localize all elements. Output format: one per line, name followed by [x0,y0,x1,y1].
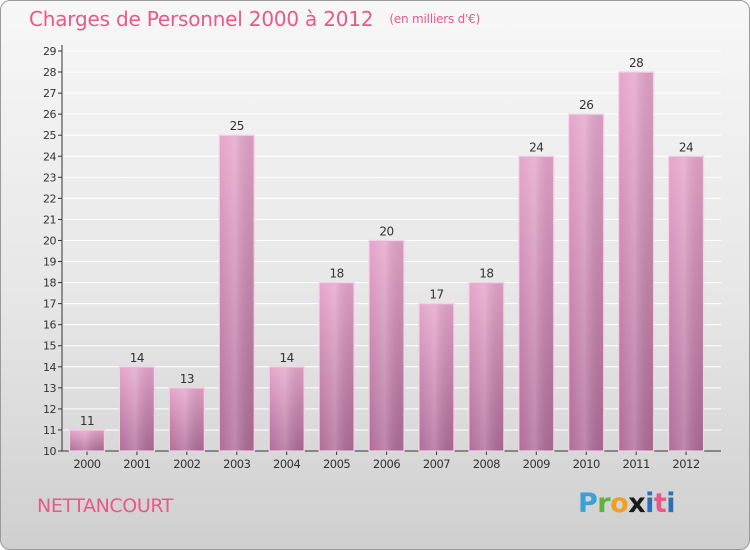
data-label: 18 [329,267,343,281]
x-tick-label: 2006 [373,457,400,471]
bar-2000 [68,429,106,452]
x-tick-label: 2011 [623,457,650,471]
chart-title: Charges de Personnel 2000 à 2012 (en mill… [29,7,480,31]
bar-sheen [419,304,453,451]
x-tick-label: 2009 [523,457,550,471]
bar-2012 [667,155,705,452]
y-tick-label: 19 [43,256,56,269]
bar-sheen [70,430,104,451]
y-tick-label: 24 [43,150,56,163]
y-tick-label: 12 [43,403,56,416]
bar-2006 [368,239,405,452]
bar-2001 [118,366,156,452]
x-tick-label: 2003 [223,457,250,471]
data-label: 14 [130,351,144,365]
y-tick-label: 28 [43,66,56,79]
bar-sheen [619,73,653,451]
proxiti-logo: Proxiti [578,488,676,519]
x-tick-label: 2000 [73,457,100,471]
bar-sheen [120,367,154,451]
y-tick-label: 22 [43,192,56,205]
data-label: 17 [429,288,443,302]
bar-sheen [669,157,703,451]
bar-sheen [220,136,254,452]
y-tick-label: 29 [43,45,56,58]
x-tick-label: 2001 [123,457,150,471]
y-tick-label: 15 [43,340,56,353]
bar-sheen [270,367,304,451]
bar-sheen [569,115,603,451]
data-label: 11 [80,414,94,428]
y-tick-label: 18 [43,277,56,290]
data-label: 25 [230,119,244,133]
chart-subtitle: (en milliers d'€) [389,12,481,26]
data-label: 26 [579,98,593,112]
x-tick-label: 2007 [423,457,450,471]
bar-sheen [170,388,204,451]
x-tick-label: 2002 [173,457,200,471]
x-tick-label: 2004 [273,457,300,471]
bar-2003 [218,134,255,452]
bar-2011 [618,71,655,452]
x-tick-label: 2012 [672,457,699,471]
data-label: 28 [629,56,643,70]
y-tick-label: 14 [43,361,56,374]
y-tick-label: 17 [43,298,56,311]
commune-name: NETTANCOURT [37,495,173,517]
bar-2002 [168,387,205,452]
y-tick-label: 26 [43,108,56,121]
bar-2008 [468,281,505,452]
chart-title-text: Charges de Personnel 2000 à 2012 [29,7,374,31]
data-label: 24 [679,140,693,154]
x-tick-label: 2010 [573,457,600,471]
bar-2009 [518,155,555,452]
y-tick-label: 10 [43,445,56,458]
bar-sheen [469,283,503,451]
y-tick-label: 27 [43,87,56,100]
x-tick-label: 2008 [473,457,500,471]
y-tick-label: 25 [43,129,56,142]
data-label: 13 [180,372,194,386]
bar-2005 [318,281,355,452]
data-label: 24 [529,140,543,154]
data-label: 18 [479,267,493,281]
bar-2010 [568,113,605,452]
y-tick-label: 11 [43,424,56,437]
y-tick-label: 21 [43,213,56,226]
data-label: 20 [379,224,393,238]
y-tick-label: 23 [43,171,56,184]
y-tick-label: 13 [43,382,56,395]
bar-sheen [370,241,404,451]
bar-sheen [320,283,354,451]
y-tick-label: 20 [43,234,56,247]
x-tick-label: 2005 [323,457,350,471]
bar-2007 [418,303,455,452]
bar-sheen [519,157,553,451]
bar-2004 [268,366,305,452]
y-tick-label: 16 [43,319,56,332]
data-label: 14 [280,351,294,365]
